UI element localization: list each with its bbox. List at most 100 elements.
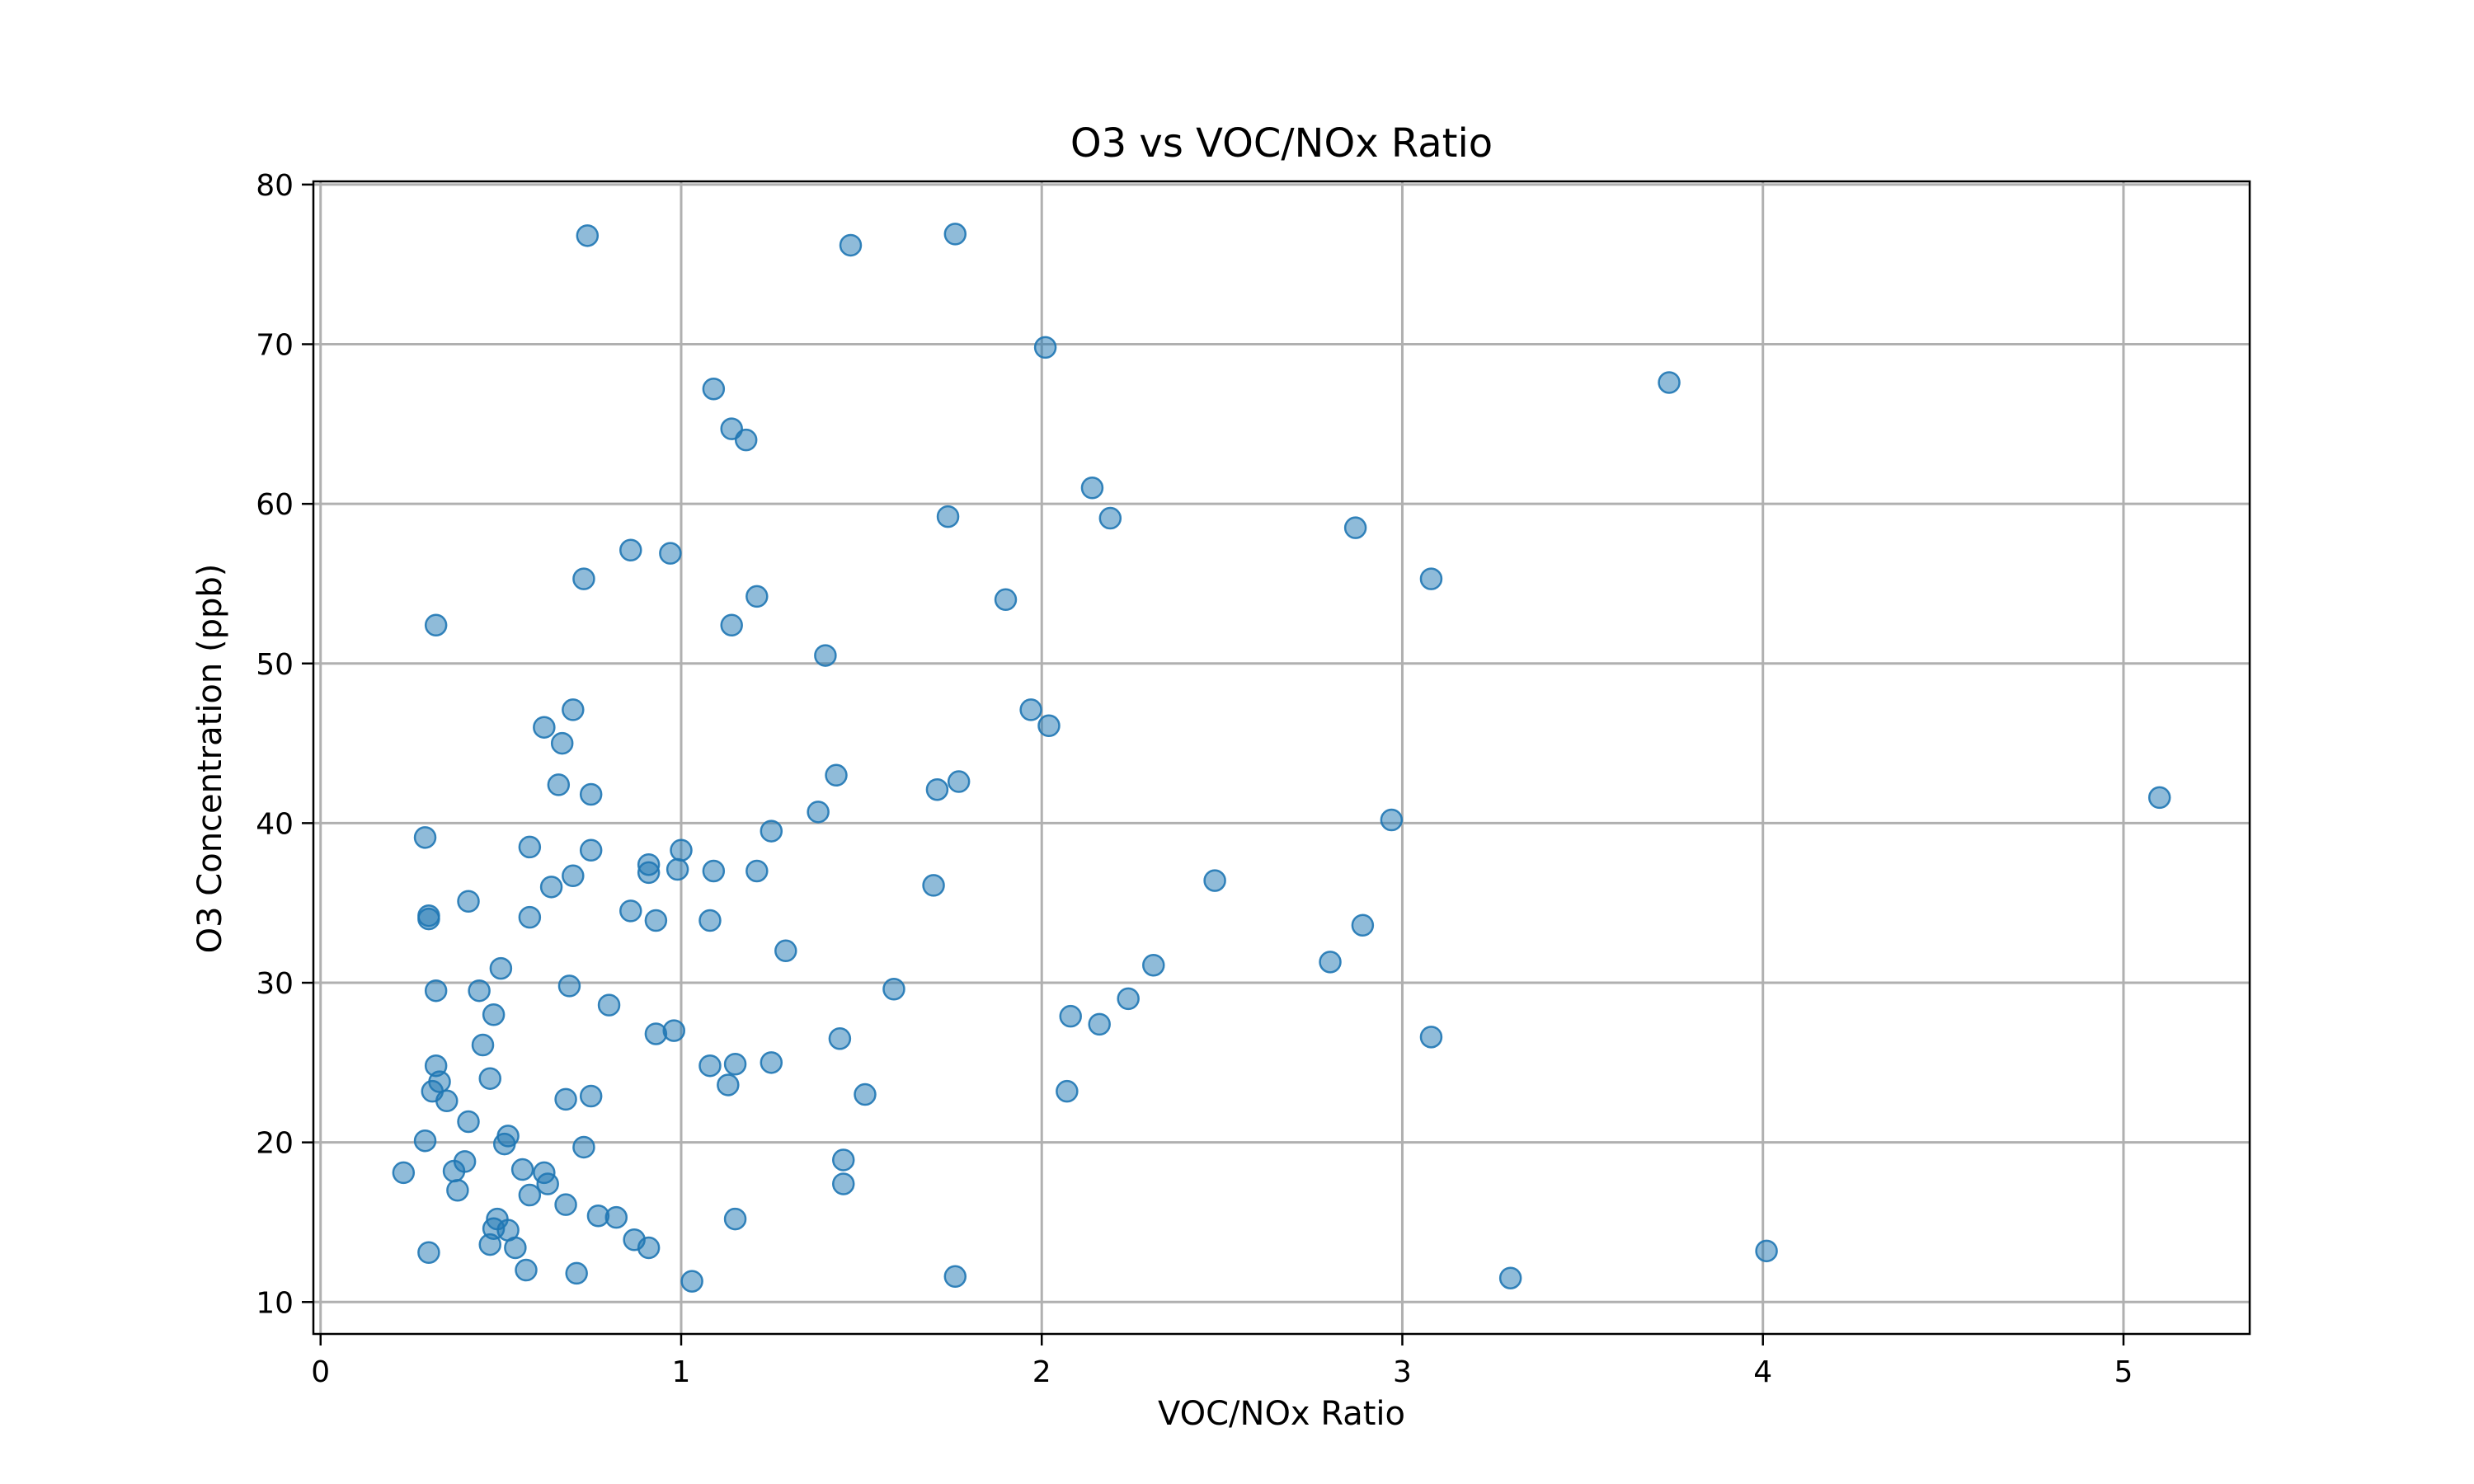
y-tick-label: 60 xyxy=(256,488,294,522)
data-point xyxy=(576,224,600,247)
data-point xyxy=(839,233,863,257)
axis-ticks: 0 1 2 3 4 5 10 20 30 40 50 60 70 80 xyxy=(256,169,2133,1389)
data-point xyxy=(572,567,595,590)
data-point xyxy=(417,1241,440,1264)
data-point xyxy=(579,1084,603,1108)
data-point xyxy=(1033,336,1057,359)
data-point xyxy=(413,1129,437,1153)
y-tick-label: 70 xyxy=(256,329,294,363)
data-point xyxy=(1343,516,1367,539)
data-point xyxy=(2147,786,2171,810)
data-point xyxy=(637,861,661,885)
data-point xyxy=(424,613,448,637)
data-point xyxy=(579,782,603,806)
data-point xyxy=(533,716,556,739)
y-tick-label: 30 xyxy=(256,967,294,1001)
data-point xyxy=(482,1003,506,1026)
data-point xyxy=(424,979,448,1003)
data-point xyxy=(1056,1079,1079,1103)
data-point xyxy=(435,1089,459,1113)
data-point xyxy=(604,1205,628,1229)
data-point xyxy=(619,899,642,923)
data-point xyxy=(1080,477,1104,500)
data-point xyxy=(557,974,581,998)
data-point xyxy=(1658,371,1681,394)
data-point xyxy=(468,979,491,1003)
data-point xyxy=(680,1270,703,1293)
data-point xyxy=(720,613,743,637)
data-point xyxy=(702,377,726,401)
data-point xyxy=(943,1265,967,1289)
data-point xyxy=(565,1261,588,1285)
data-point xyxy=(562,864,585,888)
plot-frame xyxy=(312,180,2251,1336)
data-point xyxy=(670,838,693,862)
data-point xyxy=(925,777,949,801)
data-point xyxy=(536,1172,559,1195)
chart-title: O3 vs VOC/NOx Ratio xyxy=(1070,120,1493,167)
y-tick-label: 40 xyxy=(256,807,294,841)
data-point xyxy=(854,1082,877,1106)
y-axis-label: O3 Concentration (ppb) xyxy=(191,564,229,954)
x-tick-label: 3 xyxy=(1393,1355,1412,1389)
data-point xyxy=(1019,698,1042,721)
data-point xyxy=(515,1258,538,1282)
data-point xyxy=(554,1193,577,1216)
data-point xyxy=(1351,913,1375,937)
data-point xyxy=(442,1159,466,1183)
data-point xyxy=(619,538,642,562)
data-point xyxy=(550,731,574,755)
data-point xyxy=(1088,1012,1111,1036)
data-point xyxy=(1203,869,1226,892)
data-point xyxy=(478,1233,501,1256)
data-point xyxy=(417,907,440,931)
data-point xyxy=(510,1158,534,1181)
data-point xyxy=(734,428,758,452)
x-axis-label: VOC/NOx Ratio xyxy=(1158,1395,1405,1433)
data-point xyxy=(489,956,513,980)
data-point xyxy=(936,505,960,528)
data-point xyxy=(1319,951,1342,974)
data-point xyxy=(1037,714,1061,738)
data-point xyxy=(702,859,726,883)
gridlines xyxy=(313,181,2250,1334)
data-point xyxy=(659,542,682,565)
data-point xyxy=(492,1132,516,1156)
data-point xyxy=(825,763,848,787)
data-point xyxy=(446,1178,469,1202)
data-point xyxy=(943,223,967,246)
data-point xyxy=(828,1027,852,1050)
data-point xyxy=(1380,808,1404,832)
data-point xyxy=(457,890,480,913)
data-point xyxy=(1419,567,1443,590)
data-point xyxy=(666,857,689,881)
data-point xyxy=(882,978,905,1001)
data-point xyxy=(814,644,837,667)
data-point xyxy=(457,1110,480,1134)
data-point xyxy=(1117,987,1140,1011)
data-point xyxy=(637,1236,661,1260)
data-point xyxy=(1498,1266,1522,1289)
data-point xyxy=(831,1172,855,1195)
data-point xyxy=(745,859,769,883)
data-point xyxy=(392,1161,416,1185)
data-point xyxy=(947,770,971,793)
x-tick-label: 2 xyxy=(1032,1355,1051,1389)
data-point xyxy=(504,1236,527,1260)
data-point xyxy=(1098,506,1122,530)
data-point xyxy=(471,1033,495,1057)
data-point xyxy=(539,876,563,899)
data-point xyxy=(1755,1239,1778,1263)
data-point xyxy=(554,1087,577,1111)
data-point xyxy=(547,773,571,796)
data-point xyxy=(572,1135,595,1159)
data-point xyxy=(1059,1004,1082,1028)
data-point xyxy=(698,1054,722,1078)
data-point xyxy=(597,993,621,1017)
data-point xyxy=(562,698,585,721)
data-point xyxy=(478,1067,501,1090)
x-tick-label: 0 xyxy=(311,1355,330,1389)
data-point xyxy=(760,819,783,843)
